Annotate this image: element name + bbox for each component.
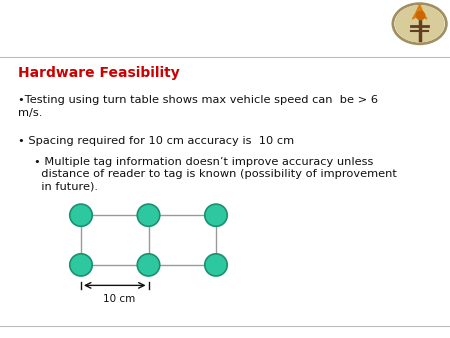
Text: •Testing using turn table shows max vehicle speed can  be > 6
m/s.: •Testing using turn table shows max vehi…: [18, 95, 378, 118]
Text: • Multiple tag information doesn’t improve accuracy unless
  distance of reader : • Multiple tag information doesn’t impro…: [34, 157, 396, 192]
Ellipse shape: [137, 204, 160, 226]
Ellipse shape: [205, 204, 227, 226]
Ellipse shape: [205, 254, 227, 276]
Ellipse shape: [70, 254, 92, 276]
Text: • Spacing required for 10 cm accuracy is  10 cm: • Spacing required for 10 cm accuracy is…: [18, 136, 294, 146]
Text: Hardware Feasibility: Hardware Feasibility: [18, 66, 180, 80]
Polygon shape: [412, 4, 427, 19]
Ellipse shape: [70, 204, 92, 226]
Text: RFID Based Positioning System - Feasibility Analysis: RFID Based Positioning System - Feasibil…: [12, 16, 450, 31]
Ellipse shape: [137, 254, 160, 276]
Circle shape: [395, 5, 445, 43]
Text: 10 cm: 10 cm: [103, 294, 135, 304]
